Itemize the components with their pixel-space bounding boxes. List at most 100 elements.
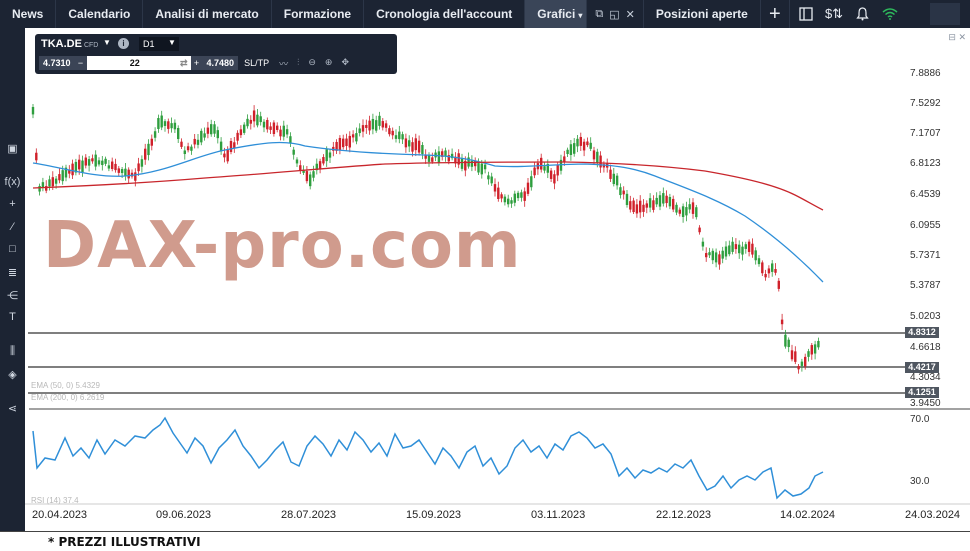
candle-body — [757, 258, 761, 265]
candle-body — [685, 207, 688, 216]
layout-icon[interactable] — [798, 6, 814, 22]
candle-body — [272, 122, 276, 135]
sell-price[interactable]: 4.7310 — [39, 56, 75, 70]
move-icon[interactable]: ✥ — [341, 56, 349, 67]
pitchfork-icon[interactable]: ⋲ — [7, 290, 18, 302]
candle-body — [817, 340, 820, 348]
layers-icon[interactable]: ◈ — [8, 369, 17, 381]
candle-body — [266, 119, 269, 130]
date-axis-label: 14.02.2024 — [780, 509, 836, 521]
candle-body — [134, 172, 137, 181]
candle-body — [474, 160, 477, 167]
price-level-label[interactable]: 4.8312 — [905, 327, 939, 338]
price-level-label[interactable]: 4.1251 — [905, 387, 939, 398]
symbol-type: CFD — [83, 42, 99, 49]
maximize-icon[interactable]: ◱ — [609, 8, 620, 21]
share-icon[interactable]: ⋖ — [7, 403, 18, 415]
candle-body — [711, 250, 714, 261]
info-icon[interactable]: i — [118, 38, 129, 49]
timeframe-select[interactable]: D1 — [139, 37, 179, 51]
candle-body — [384, 123, 388, 128]
close-icon[interactable]: ✕ — [958, 32, 966, 42]
buy-price[interactable]: 4.7480 — [202, 56, 239, 70]
crosshair-icon[interactable]: + — [9, 198, 16, 210]
candle-body — [206, 127, 210, 134]
decrease-quantity-button[interactable]: − — [74, 56, 87, 70]
line-tool-icon[interactable]: ⁄ — [11, 221, 14, 233]
rectangle-tool-icon[interactable]: □ — [9, 243, 16, 255]
top-right-icons: $⇅ — [798, 0, 970, 28]
tab-open-positions[interactable]: Posizioni aperte — [644, 0, 761, 28]
candle-body — [464, 160, 467, 171]
tab-calendar[interactable]: Calendario — [56, 0, 144, 28]
candle-body — [658, 195, 662, 207]
add-tab-button[interactable]: + — [761, 0, 790, 28]
quantity-input[interactable]: 22 ⇄ — [86, 56, 191, 70]
candle-body — [688, 204, 691, 210]
candle-body — [371, 118, 375, 130]
tab-account-history[interactable]: Cronologia dell'account — [364, 0, 526, 28]
candle-body — [510, 200, 513, 204]
candle-body — [437, 151, 441, 163]
avatar[interactable] — [930, 3, 960, 25]
chevron-down-icon[interactable]: ▼ — [168, 38, 176, 47]
popout-icon[interactable]: ⧉ — [595, 7, 604, 20]
candle-body — [381, 121, 384, 128]
timeframe-value: D1 — [143, 39, 155, 49]
candle-body — [282, 125, 285, 137]
quantity-value: 22 — [129, 58, 140, 68]
candle-body — [523, 191, 526, 201]
sltp-button[interactable]: SL/TP — [244, 58, 270, 68]
indicators-icon[interactable]: ⫼ — [9, 345, 16, 357]
tab-news[interactable]: News — [0, 0, 57, 28]
fibonacci-icon[interactable]: ≣ — [7, 267, 18, 279]
minimize-icon[interactable]: ⊟ — [948, 32, 956, 42]
tab-charts[interactable]: Grafici ▾ — [525, 0, 588, 28]
candle-body — [599, 155, 602, 168]
increase-quantity-button[interactable]: + — [190, 56, 203, 70]
function-icon[interactable]: f(x) — [4, 176, 21, 188]
candle-body — [592, 150, 596, 160]
price-axis-label: 6.8123 — [910, 158, 941, 169]
candle-body — [35, 152, 38, 161]
price-level-label[interactable]: 4.4217 — [905, 362, 939, 373]
candle-body — [813, 344, 817, 354]
candle-body — [553, 174, 556, 184]
price-alert-icon[interactable]: $⇅ — [824, 6, 844, 21]
candle-body — [645, 203, 648, 208]
candle-body — [140, 159, 144, 167]
trade-toolbar: TKA.DE CFD ▼ i D1 ▼ 4.7310 − 22 ⇄ + 4.7480… — [35, 34, 397, 74]
symbol-name[interactable]: TKA.DE CFD — [41, 38, 98, 50]
zoom-in-icon[interactable]: ⊕ — [324, 56, 333, 67]
candle-body — [361, 125, 365, 132]
candle-body — [216, 130, 219, 139]
indicator-icon[interactable]: ⫶ — [297, 56, 300, 67]
zoom-out-icon[interactable]: ⊖ — [308, 56, 316, 67]
candle-body — [497, 187, 500, 199]
chevron-down-icon[interactable]: ▼ — [103, 38, 111, 47]
candle-body — [417, 140, 421, 153]
price-axis-label: 4.6618 — [910, 342, 941, 353]
candle-body — [315, 163, 318, 171]
candle-body — [546, 163, 549, 173]
candle-body — [672, 198, 675, 210]
tab-market-analysis[interactable]: Analisi di mercato — [143, 0, 272, 28]
chart-type-icon[interactable]: ▣ — [7, 143, 18, 155]
date-axis-label: 15.09.2023 — [406, 509, 462, 521]
bell-icon[interactable] — [854, 6, 870, 22]
price-chart[interactable] — [25, 28, 970, 531]
candle-body — [777, 280, 780, 289]
chart-area[interactable]: DAX-pro.com TKA.DE CFD ▼ i D1 ▼ 4.7310 − … — [25, 28, 970, 531]
candle-body — [767, 268, 771, 274]
date-axis-label: 03.11.2023 — [531, 509, 586, 521]
rsi-axis-label: 70.0 — [910, 414, 930, 425]
tab-education[interactable]: Formazione — [272, 0, 365, 28]
text-tool-icon[interactable]: T — [9, 311, 16, 323]
line-chart-icon[interactable]: 〰 — [279, 58, 289, 69]
candle-body — [457, 153, 460, 165]
candle-body — [787, 339, 790, 348]
candle-body — [87, 159, 91, 166]
close-icon[interactable]: ✕ — [625, 8, 635, 21]
candle-body — [160, 115, 163, 128]
swap-icon[interactable]: ⇄ — [179, 58, 188, 68]
